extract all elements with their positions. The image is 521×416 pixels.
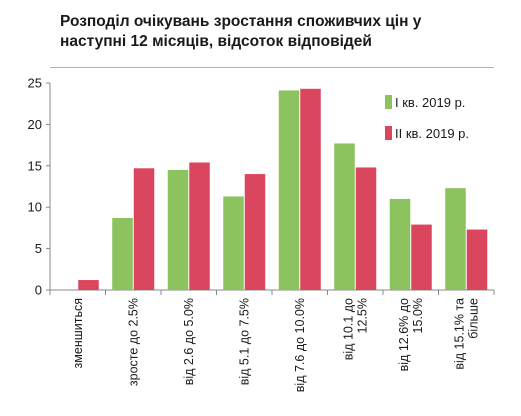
bar-series1-5 — [278, 90, 300, 291]
x-category-label-line: зросте до 2.5% — [126, 298, 140, 386]
bar-series2-3 — [189, 162, 210, 290]
x-category-label: від 7.6 до 10.0% — [293, 298, 307, 392]
x-category-label: від 5.1 до 7.5% — [237, 298, 251, 385]
bar-series2-2 — [133, 168, 155, 290]
bar-series1-8 — [445, 188, 466, 290]
y-tick-label: 0 — [35, 283, 42, 298]
bar-series2-6 — [355, 167, 377, 290]
legend-swatch-series2 — [385, 126, 392, 140]
bar-series1-4 — [223, 196, 244, 290]
x-category-label-line: 12.5% — [355, 298, 369, 333]
x-category-label-line: зменшиться — [71, 298, 85, 368]
bar-series2-7 — [411, 224, 432, 290]
x-category-label: зменшиться — [71, 298, 85, 368]
x-category-label-line: від 15.1% та — [452, 298, 466, 370]
x-category-label: від 15.1% та більше — [452, 298, 480, 370]
x-category-label: зросте до 2.5% — [126, 298, 140, 386]
bar-series1-2 — [112, 217, 133, 290]
x-category-label-line: від 2.6 до 5.0% — [182, 298, 196, 385]
legend-swatch-series1 — [385, 95, 392, 109]
x-category-label-line: від 5.1 до 7.5% — [237, 298, 251, 385]
y-tick-label: 15 — [28, 158, 42, 173]
y-tick-label: 5 — [35, 241, 42, 256]
bars — [78, 88, 488, 291]
x-category-label: від 2.6 до 5.0% — [182, 298, 196, 385]
bar-series2-4 — [244, 174, 266, 290]
category-labels: зменшиться зросте до 2.5% від 2.6 до 5.0% в… — [71, 298, 481, 392]
x-category-label-line: більше — [466, 298, 480, 339]
title-divider — [50, 67, 494, 68]
x-category-label-line: від 10.1 до — [341, 298, 355, 360]
bar-series1-3 — [167, 169, 189, 290]
y-tick-label: 25 — [28, 76, 42, 91]
x-category-label-line: 15.0% — [411, 298, 425, 333]
chart-title: Розподіл очікувань зростання споживчих ц… — [60, 13, 422, 50]
legend-label-series2: ІІ кв. 2019 р. — [395, 126, 469, 141]
bar-series1-7 — [389, 198, 411, 290]
bar-series2-8 — [466, 229, 488, 290]
x-category-label: від 12.6% до 15.0% — [397, 298, 425, 371]
x-category-label: від 10.1 до 12.5% — [341, 298, 369, 360]
bar-series2-5 — [300, 88, 321, 291]
bar-series2-1 — [78, 280, 99, 290]
y-tick-label: 10 — [28, 200, 42, 215]
y-tick-label: 20 — [28, 117, 42, 132]
x-category-label-line: від 7.6 до 10.0% — [293, 298, 307, 392]
bar-series1-6 — [334, 143, 355, 290]
x-category-label-line: від 12.6% до — [397, 298, 411, 371]
legend-label-series1: І кв. 2019 р. — [395, 95, 465, 110]
legend: І кв. 2019 р. ІІ кв. 2019 р. — [385, 95, 469, 141]
